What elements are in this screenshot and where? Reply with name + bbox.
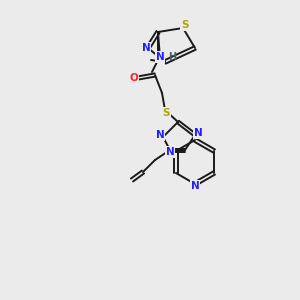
Text: N: N [142, 43, 150, 53]
Text: O: O [130, 73, 138, 83]
Text: N: N [166, 147, 174, 157]
Text: S: S [162, 108, 170, 118]
Text: H: H [168, 52, 176, 62]
Text: S: S [181, 20, 189, 30]
Text: N: N [190, 181, 200, 191]
Text: N: N [156, 130, 164, 140]
Text: N: N [156, 52, 164, 62]
Text: N: N [194, 128, 202, 138]
